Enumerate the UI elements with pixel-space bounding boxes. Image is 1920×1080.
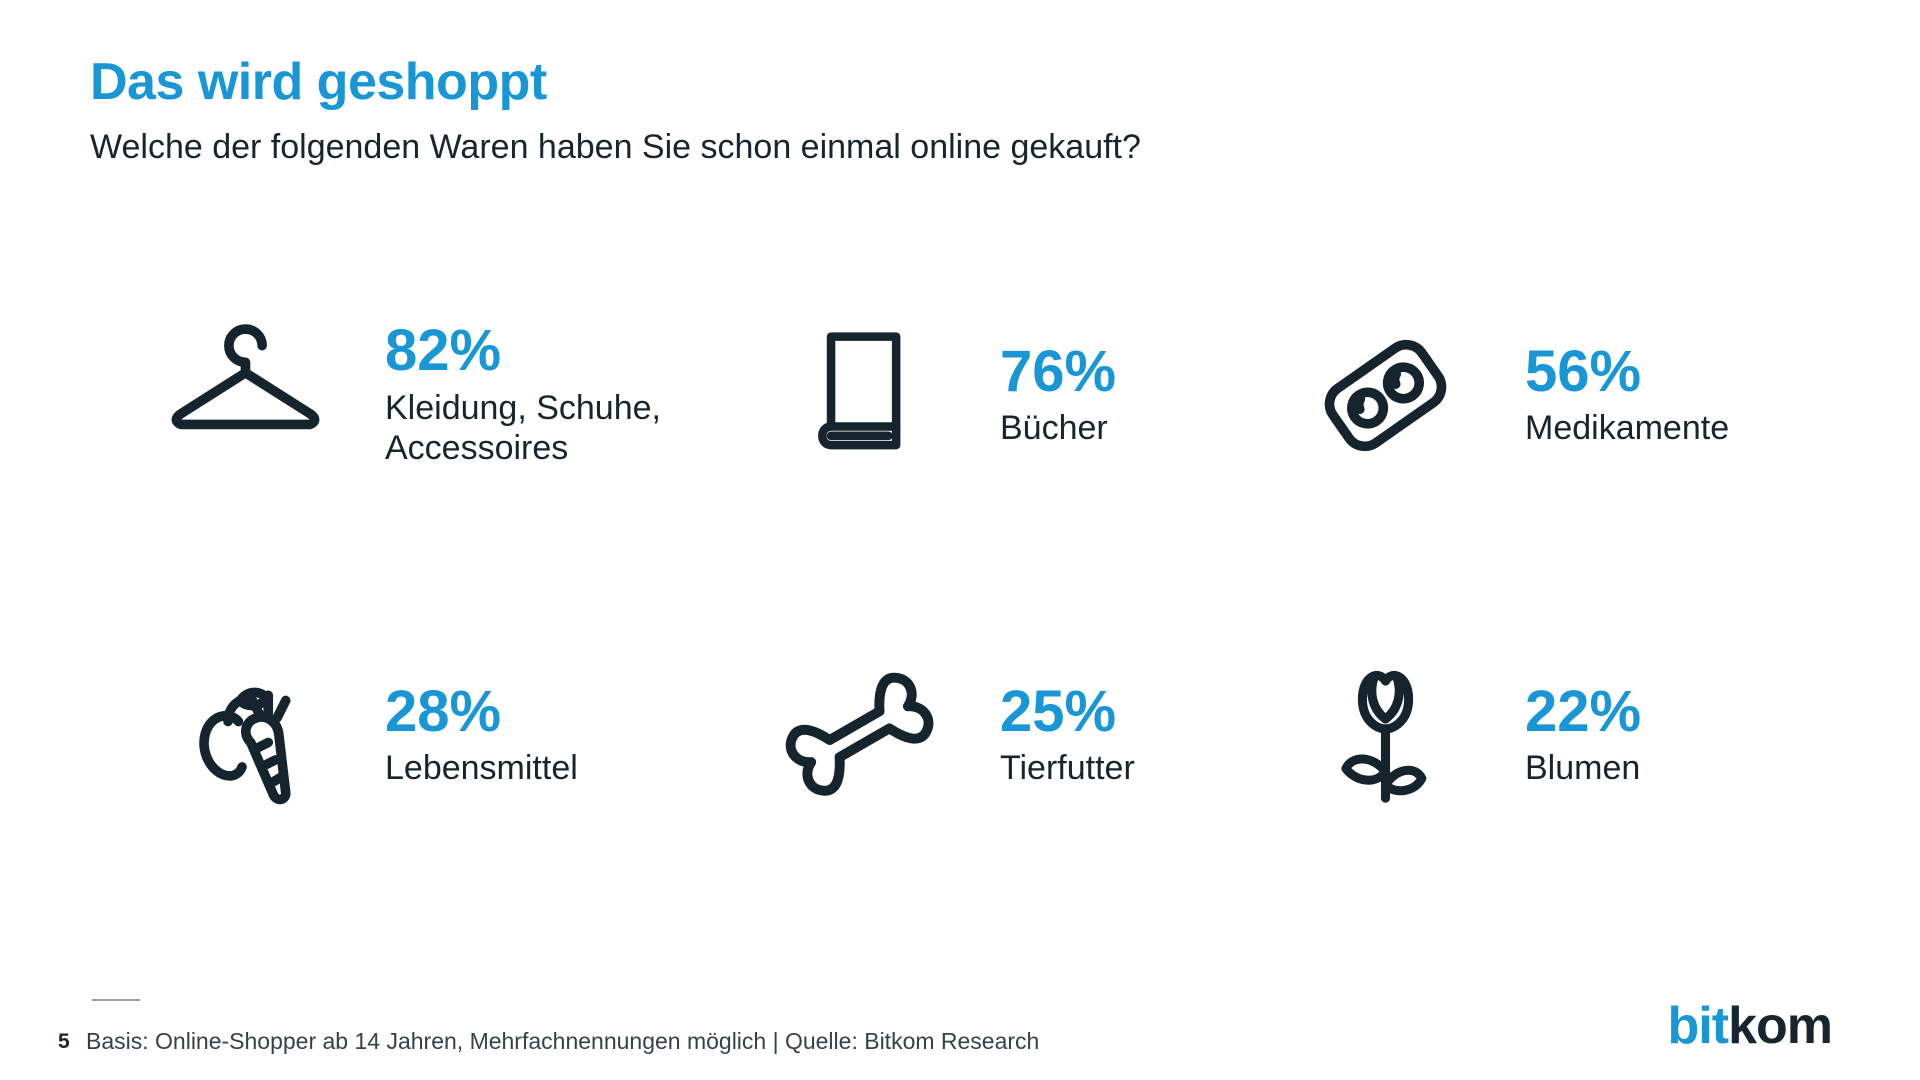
stat-text: 25% Tierfutter [1000,678,1135,789]
page-title: Das wird geshoppt [90,53,547,111]
stat-label: Tierfutter [1000,749,1135,788]
stat-percent: 56% [1525,338,1642,404]
page-number: 5 [58,1030,70,1053]
pill-blister-icon [1295,308,1475,483]
stat-item-flowers: 22% Blumen [1230,635,1850,835]
stat-label: Kleidung, Schuhe, Accessoires [385,389,661,468]
hanger-icon [155,308,335,483]
stat-label: Lebensmittel [385,749,578,788]
footer-note: Basis: Online-Shopper ab 14 Jahren, Mehr… [86,1028,1040,1054]
apple-carrot-icon [155,648,335,823]
stat-item-medicine: 56% Medikamente [1230,295,1850,495]
stat-item-groceries: 28% Lebensmittel [90,635,705,835]
stat-label: Blumen [1525,749,1641,788]
stat-item-clothing: 82% Kleidung, Schuhe, Accessoires [90,295,705,495]
stat-label: Bücher [1000,409,1108,448]
page-subtitle: Welche der folgenden Waren haben Sie sch… [90,128,1141,166]
book-icon [770,318,950,473]
stat-label: Medikamente [1525,409,1730,448]
stat-percent: 25% [1000,678,1117,744]
rose-icon [1295,653,1475,818]
bone-icon [770,645,950,825]
stat-text: 28% Lebensmittel [385,678,578,789]
stat-item-petfood: 25% Tierfutter [705,635,1230,835]
stat-percent: 82% [385,318,502,384]
stat-percent: 22% [1525,678,1642,744]
footer-divider [92,999,140,1001]
logo-bit: bit [1667,997,1730,1055]
stat-text: 22% Blumen [1525,678,1642,789]
logo-kom: kom [1728,997,1833,1055]
stat-item-books: 76% Bücher [705,295,1230,495]
stat-text: 76% Bücher [1000,338,1117,449]
header: Das wird geshoppt Welche der folgenden W… [90,52,1141,167]
stat-text: 56% Medikamente [1525,338,1730,449]
stat-percent: 28% [385,678,502,744]
stat-text: 82% Kleidung, Schuhe, Accessoires [385,321,675,468]
bitkom-logo: bitkom [1667,996,1833,1056]
stats-grid: 82% Kleidung, Schuhe, Accessoires 76% Bü… [90,295,1880,835]
stat-percent: 76% [1000,338,1117,404]
